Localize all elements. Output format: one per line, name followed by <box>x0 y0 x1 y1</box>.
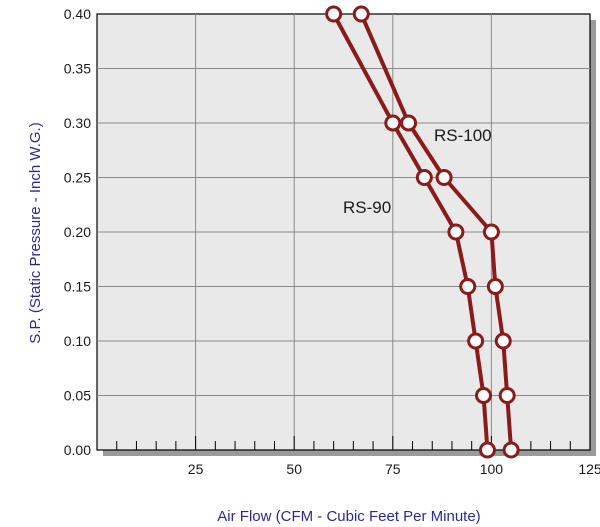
x-tick-label: 100 <box>480 461 504 477</box>
y-tick-labels: 0.00 0.05 0.10 0.15 0.20 0.25 0.30 0.35 0.40 <box>64 6 91 458</box>
y-axis-title: S.P. (Static Pressure - Inch W.G.) <box>27 122 44 343</box>
data-point-rs-90 <box>478 441 496 459</box>
data-point-rs-90 <box>415 169 433 186</box>
x-axis-title: Air Flow (CFM - Cubic Feet Per Minute) <box>217 508 480 525</box>
y-tick-label: 0.30 <box>64 115 91 131</box>
x-tick-label: 50 <box>286 461 302 477</box>
y-tick-label: 0.25 <box>64 170 91 186</box>
y-tick-label: 0.10 <box>64 333 91 349</box>
data-point-rs-100 <box>498 387 516 404</box>
data-point-rs-100 <box>435 169 453 186</box>
series-line-rs-100 <box>359 13 514 451</box>
series-line-rs-90 <box>331 13 490 451</box>
y-tick-label: 0.15 <box>64 279 91 295</box>
data-point-rs-100 <box>486 278 504 295</box>
data-point-rs-100 <box>502 441 520 459</box>
data-point-rs-100 <box>494 332 512 350</box>
data-point-rs-90 <box>459 278 477 295</box>
series-label-rs-90: RS-90 <box>343 198 391 217</box>
data-point-rs-100 <box>482 223 500 241</box>
data-point-rs-100 <box>352 5 370 23</box>
series-group <box>325 5 520 459</box>
y-tick-label: 0.40 <box>64 6 91 22</box>
y-tick-label: 0.35 <box>64 61 91 77</box>
y-tick-label: 0.20 <box>64 224 91 240</box>
x-tick-labels: 25 50 75 100 125 <box>188 461 600 477</box>
y-tick-label: 0.05 <box>64 388 91 404</box>
data-point-rs-90 <box>384 114 402 132</box>
x-tick-label: 125 <box>578 461 600 477</box>
x-tick-label: 75 <box>385 461 401 477</box>
data-point-rs-100 <box>400 114 418 132</box>
data-point-rs-90 <box>325 5 343 23</box>
series-label-rs-100: RS-100 <box>434 126 492 145</box>
data-point-rs-90 <box>467 332 485 350</box>
y-tick-label: 0.00 <box>64 442 91 458</box>
x-tick-label: 25 <box>188 461 204 477</box>
data-point-rs-90 <box>475 387 493 404</box>
data-point-rs-90 <box>447 223 465 241</box>
